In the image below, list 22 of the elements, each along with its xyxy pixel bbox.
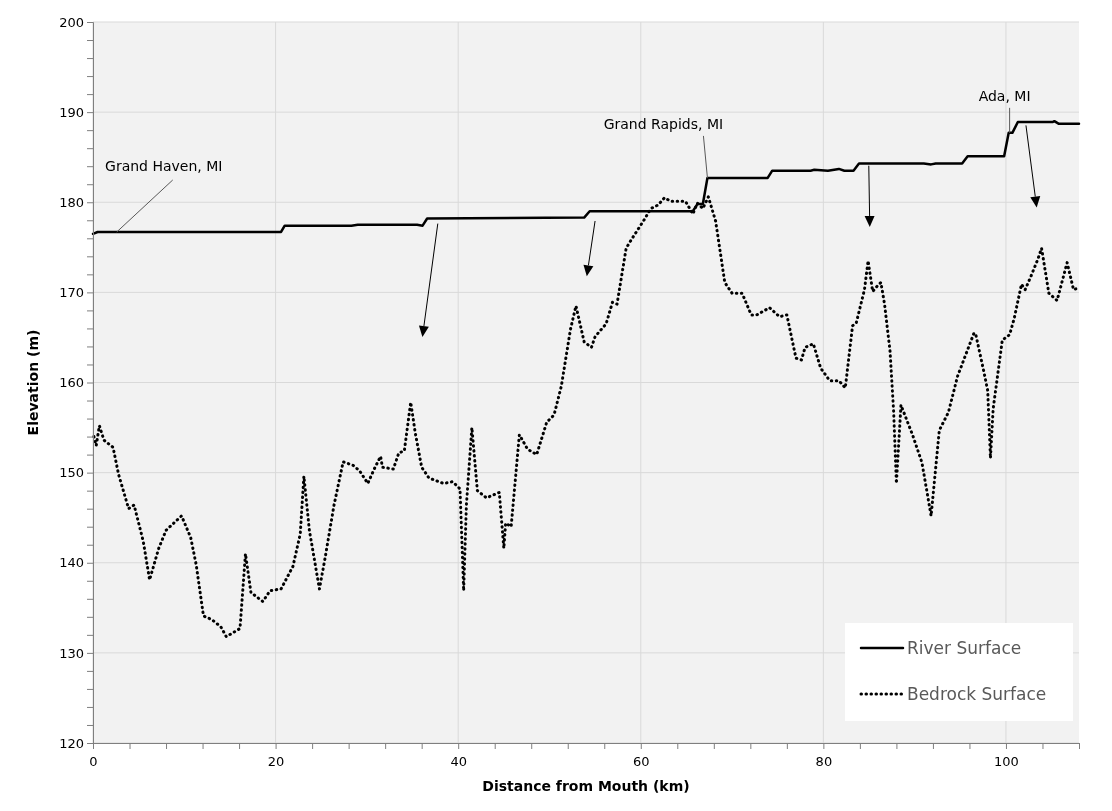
x-tick-label: 60 bbox=[633, 754, 650, 770]
y-axis-title: Elevation (m) bbox=[25, 329, 41, 436]
x-axis-title: Distance from Mouth (km) bbox=[482, 778, 690, 794]
x-tick-label: 100 bbox=[994, 754, 1019, 770]
y-tick-label: 190 bbox=[59, 104, 84, 120]
y-tick-label: 200 bbox=[59, 14, 84, 30]
y-tick-label: 130 bbox=[59, 645, 84, 661]
legend-label: River Surface bbox=[907, 638, 1022, 658]
legend-label: Bedrock Surface bbox=[907, 684, 1047, 704]
annotation: Ada, MI bbox=[978, 87, 1031, 104]
annotation: Grand Haven, MI bbox=[105, 157, 223, 174]
y-tick-label: 120 bbox=[59, 735, 84, 751]
y-tick-label: 180 bbox=[59, 194, 84, 210]
x-tick-label: 0 bbox=[89, 754, 98, 770]
y-tick-label: 170 bbox=[59, 285, 84, 301]
x-tick-label: 80 bbox=[815, 754, 833, 770]
annotation: Grand Rapids, MI bbox=[603, 115, 724, 132]
y-tick-label: 160 bbox=[59, 375, 84, 391]
x-tick-label: 20 bbox=[267, 754, 285, 770]
y-tick-label: 150 bbox=[59, 465, 84, 481]
y-tick-label: 140 bbox=[59, 555, 84, 571]
x-tick-label: 40 bbox=[450, 754, 467, 770]
